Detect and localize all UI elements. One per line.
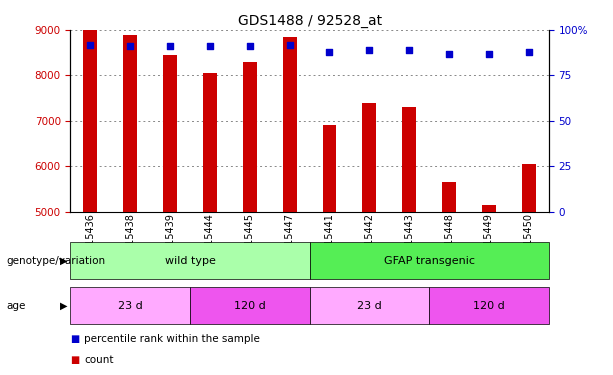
Point — [284, 42, 294, 48]
Text: age: age — [6, 301, 26, 310]
Title: GDS1488 / 92528_at: GDS1488 / 92528_at — [237, 13, 382, 28]
Text: ■: ■ — [70, 355, 80, 365]
Point — [405, 47, 414, 53]
Text: ▶: ▶ — [60, 301, 67, 310]
Point — [364, 47, 374, 53]
Text: ▶: ▶ — [60, 256, 67, 266]
Text: wild type: wild type — [165, 256, 215, 266]
Bar — [123, 34, 137, 212]
Bar — [283, 37, 297, 212]
Text: 23 d: 23 d — [357, 301, 382, 310]
Text: 120 d: 120 d — [473, 301, 504, 310]
Bar — [522, 164, 536, 212]
Bar — [402, 107, 416, 212]
Bar — [163, 55, 177, 212]
Text: GFAP transgenic: GFAP transgenic — [384, 256, 474, 266]
Point — [444, 51, 454, 57]
Point — [86, 42, 96, 48]
Bar — [83, 30, 97, 212]
Bar — [243, 62, 257, 212]
Text: count: count — [84, 355, 113, 365]
Bar — [322, 126, 337, 212]
Text: 23 d: 23 d — [118, 301, 143, 310]
Point — [166, 44, 175, 50]
Bar — [442, 182, 456, 212]
Point — [484, 51, 494, 57]
Point — [125, 44, 135, 50]
Text: genotype/variation: genotype/variation — [6, 256, 105, 266]
Bar — [482, 205, 496, 212]
Point — [205, 44, 215, 50]
Text: 120 d: 120 d — [234, 301, 265, 310]
Text: ■: ■ — [70, 334, 80, 344]
Point — [245, 44, 255, 50]
Point — [524, 49, 533, 55]
Text: percentile rank within the sample: percentile rank within the sample — [84, 334, 260, 344]
Point — [325, 49, 335, 55]
Bar — [203, 73, 217, 212]
Bar — [362, 103, 376, 212]
